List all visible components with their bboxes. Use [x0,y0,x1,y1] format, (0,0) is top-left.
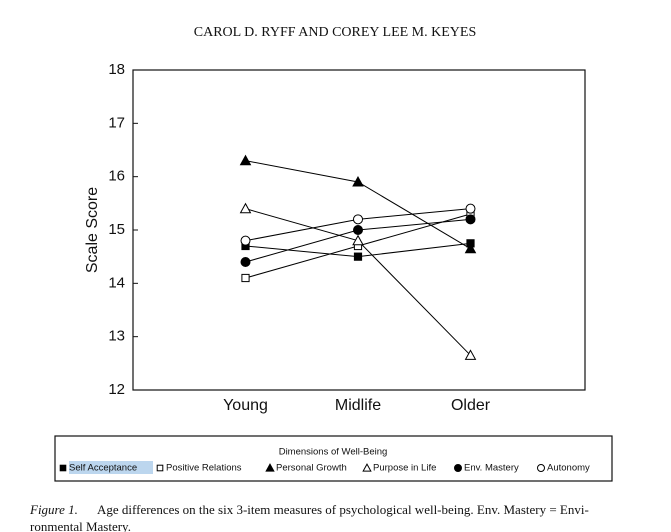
data-point [240,235,251,246]
selection-highlight [69,461,153,474]
data-point [464,349,477,360]
caption-text: Age differences on the six 3-item measur… [97,502,589,517]
data-point [352,176,364,187]
y-tick-label: 13 [108,328,125,345]
legend-box [54,435,613,482]
legend-marker [59,464,67,472]
data-point [464,242,477,254]
data-point [353,225,363,235]
data-point [465,214,476,225]
legend-marker [265,463,275,472]
x-tick-label: Midlife [335,397,381,414]
y-tick-label: 16 [108,168,125,185]
legend-label: Autonomy [547,463,590,474]
y-tick-label: 14 [108,274,125,291]
data-point [239,202,252,214]
y-tick-label: 17 [108,114,125,131]
legend-marker [537,464,545,472]
data-point [353,252,363,261]
legend-title: Dimensions of Well-Being [279,447,388,458]
data-point [239,154,252,166]
caption-text: ronmental Mastery. [30,519,131,532]
legend-label: Self Acceptance [69,463,137,474]
legend-label: Positive Relations [166,463,242,474]
legend-marker [362,463,372,472]
data-point [240,257,251,267]
y-axis-label: Scale Score [84,187,101,273]
y-tick-label: 12 [108,381,125,398]
legend-marker [156,464,164,472]
data-point [352,234,364,246]
running-header: CAROL D. RYFF AND COREY LEE M. KEYES [194,25,477,40]
legend-label: Personal Growth [276,463,347,474]
data-point [241,273,250,283]
data-point [353,214,363,225]
y-tick-label: 18 [108,61,125,78]
legend-label: Purpose in Life [373,463,436,474]
legend-label: Env. Mastery [464,463,519,474]
x-tick-label: Young [223,397,268,414]
data-point [465,203,476,214]
legend-marker [454,464,462,472]
y-tick-label: 15 [108,221,125,238]
caption-label: Figure 1. [29,502,78,517]
x-tick-label: Older [451,397,491,414]
